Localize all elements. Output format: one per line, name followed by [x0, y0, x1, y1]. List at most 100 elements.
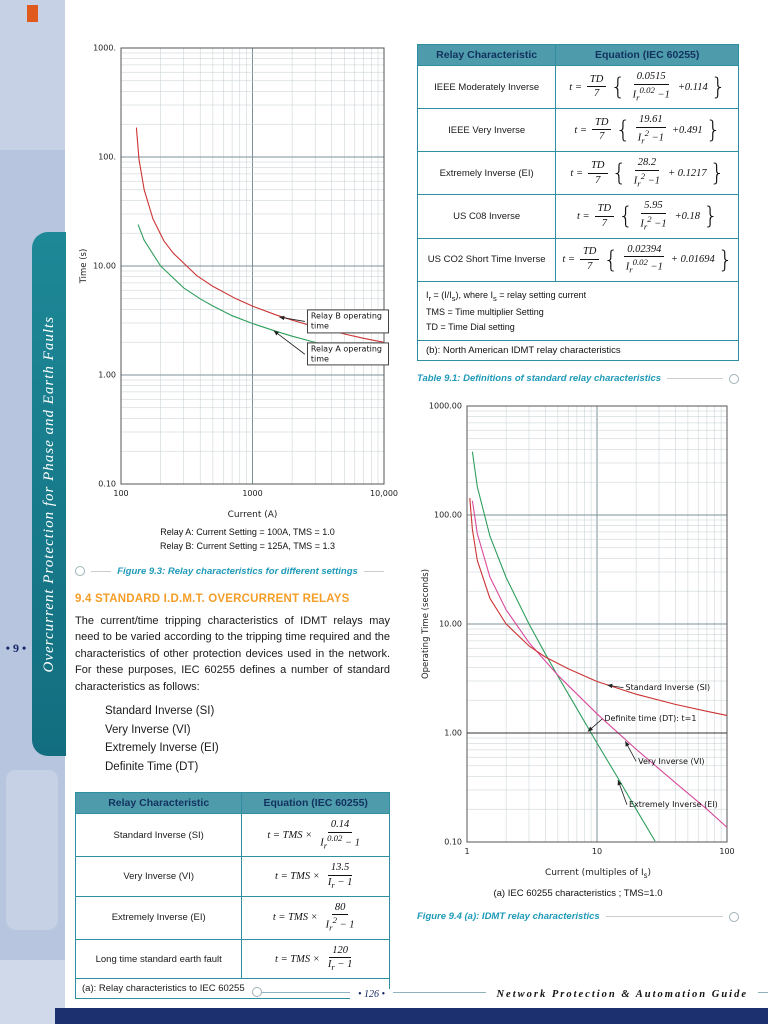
- svg-text:1.00: 1.00: [98, 371, 116, 380]
- figure-9-3-chart: 100 1000 10,000 1000. 100. 10.00 1.00 0.10 Time …: [75, 40, 398, 510]
- equation-part: {: [618, 202, 634, 231]
- right-column: Relay Characteristic Equation (IEC 60255…: [416, 44, 739, 923]
- equation-fraction: 28.2 Ir2 −1: [633, 157, 661, 189]
- svg-text:100.: 100.: [98, 153, 116, 162]
- chart-svg: 100 1000 10,000 1000. 100. 10.00 1.00 0.10 Time …: [79, 44, 398, 499]
- svg-text:1000.: 1000.: [93, 44, 116, 53]
- relay-characteristic-cell: Extremely Inverse (EI): [416, 151, 557, 196]
- caption-ring-icon: [729, 373, 739, 384]
- x-axis-label-current-a: Current (A): [227, 510, 278, 520]
- list-item: Definite Time (DT): [105, 760, 199, 773]
- footer-bar: [55, 1008, 768, 1024]
- decorative-texture: [0, 0, 65, 150]
- equation-fraction: TD 7: [579, 246, 600, 273]
- equation-part: t = TMS ×: [275, 953, 320, 965]
- equation-cell: t = TD 7{19.61 Ir2 −1 +0.491}: [555, 108, 739, 153]
- chart-annotation: Relay B operating time: [306, 309, 389, 334]
- table-row: Very Inverse (VI) t = TMS × 13.5 Ir − 1: [74, 856, 390, 897]
- equation-fraction: 80 Ir2 − 1: [325, 901, 355, 933]
- figure-9-3-legend: Relay A: Current Setting = 100A, TMS = 1…: [75, 526, 390, 554]
- svg-text:10.00: 10.00: [439, 620, 462, 629]
- equation-part: {: [611, 159, 627, 188]
- chart-annotation: Very Inverse (VI): [638, 756, 705, 766]
- equation-part: }: [710, 73, 727, 102]
- table-row: IEEE Moderately Inverse t = TD 7{0.0515 Ir0.…: [416, 64, 739, 110]
- table-row: US C08 Inverse t = TD 7{5.95 Ir2 −1 +0.18}: [416, 194, 739, 239]
- note-line: TMS = Time multiplier Setting: [426, 306, 544, 317]
- iec-60255-table: Relay Characteristic Equation (IEC 60255…: [74, 791, 390, 1000]
- table-row: Standard Inverse (SI) t = TMS × 0.14 Ir0.02…: [74, 812, 390, 858]
- svg-text:0.10: 0.10: [98, 480, 116, 489]
- equation-part: t =: [569, 81, 582, 93]
- chapter-title-vertical: Overcurrent Protection for Phase and Ear…: [40, 315, 57, 673]
- figure-9-3-caption-row: Figure 9.3: Relay characteristics for di…: [75, 566, 390, 577]
- equation-part: }: [703, 202, 719, 231]
- equation: t = TMS × 80 Ir2 − 1: [271, 902, 361, 934]
- equation-part: {: [610, 73, 626, 102]
- caption-line: [91, 570, 112, 572]
- equation-part: t =: [576, 210, 590, 222]
- figure-9-4-caption: Figure 9.4 (a): IDMT relay characteristi…: [417, 911, 600, 923]
- legend-line-relay-a: Relay A: Current Setting = 100A, TMS = 1…: [160, 527, 335, 537]
- relay-characteristic-cell: Long time standard earth fault: [74, 938, 243, 980]
- equation-part: t = TMS ×: [275, 870, 320, 882]
- footer-ring-icon: [252, 987, 262, 997]
- relay-characteristic-cell: Very Inverse (VI): [74, 856, 243, 897]
- caption-line: [667, 378, 723, 380]
- equation-fraction: TD 7: [588, 160, 608, 187]
- list-item: Extremely Inverse (EI): [105, 742, 219, 755]
- equation-fraction: 0.02394 Ir0.02 −1: [624, 243, 665, 275]
- figure-9-3-caption: Figure 9.3: Relay characteristics for di…: [117, 565, 358, 577]
- table-header-row: Relay Characteristic Equation (IEC 60255…: [74, 791, 390, 814]
- relay-characteristic-cell: US CO2 Short Time Inverse: [416, 237, 557, 282]
- caption-line: [605, 916, 723, 918]
- table-header-row: Relay Characteristic Equation (IEC 60255…: [416, 44, 739, 66]
- svg-text:100.00: 100.00: [434, 511, 462, 520]
- chart-svg: 1 10 100 1000.00 100.00 10.00 1.00 0.10 Operatin…: [421, 402, 735, 857]
- figure-9-4-subcaption: (a) IEC 60255 characteristics ; TMS=1.0: [493, 888, 663, 900]
- equation: t = TMS × 13.5 Ir − 1: [273, 862, 358, 891]
- list-item: Standard Inverse (SI): [105, 705, 215, 718]
- equation-part: + 0.01694: [670, 254, 715, 266]
- equation-part: }: [717, 245, 733, 274]
- equation-fraction: 19.61 Ir2 −1: [636, 114, 666, 146]
- table-row: Long time standard earth fault t = TMS × 1…: [74, 938, 390, 980]
- left-column: 100 1000 10,000 1000. 100. 10.00 1.00 0.10 Time …: [74, 40, 398, 1000]
- equation-part: t =: [570, 167, 584, 179]
- section-9-4-paragraph: The current/time tripping characteristic…: [75, 614, 390, 693]
- relay-characteristic-cell: Extremely Inverse (EI): [74, 895, 243, 940]
- book-title: Network Protection & Automation Guide: [486, 989, 758, 1000]
- equation-cell: t = TD 7{0.0515 Ir0.02 −1 +0.114}: [555, 64, 739, 110]
- equation-fraction: TD 7: [594, 203, 615, 230]
- equation-cell: t = TD 7{0.02394 Ir0.02 −1 + 0.01694}: [555, 237, 739, 282]
- orange-corner-mark: [27, 5, 38, 22]
- equation-cell: t = TD 7{28.2 Ir2 −1 + 0.1217}: [555, 151, 739, 196]
- table-row: US CO2 Short Time Inverse t = TD 7{0.02394 I…: [416, 237, 739, 282]
- header-relay-characteristic: Relay Characteristic: [416, 44, 557, 66]
- equation-cell: t = TMS × 120 Ir − 1: [241, 938, 390, 980]
- list-item: Very Inverse (VI): [105, 723, 191, 736]
- caption-ring-icon: [75, 566, 85, 577]
- table-9-1-caption: Table 9.1: Definitions of standard relay…: [417, 373, 662, 385]
- relay-characteristic-cell: Standard Inverse (SI): [74, 812, 243, 858]
- equation: t = TMS × 120 Ir − 1: [273, 945, 358, 974]
- equation: t = TD 7{19.61 Ir2 −1 +0.491}: [572, 114, 722, 146]
- caption-ring-icon: [729, 911, 739, 922]
- note-line: TD = Time Dial setting: [426, 321, 515, 332]
- caption-line: [363, 570, 385, 572]
- equation: t = TD 7{5.95 Ir2 −1 +0.18}: [575, 200, 719, 232]
- equation-part: }: [709, 159, 725, 188]
- table-9-1-caption-row: Table 9.1: Definitions of standard relay…: [417, 373, 739, 384]
- equation-part: +0.491: [671, 124, 703, 136]
- characteristics-list: Standard Inverse (SI) Very Inverse (VI) Ex…: [75, 702, 390, 776]
- relay-characteristic-cell: US C08 Inverse: [416, 194, 557, 239]
- chart-annotation: Standard Inverse (SI): [625, 683, 711, 693]
- svg-text:1: 1: [464, 847, 469, 856]
- equation-cell: t = TMS × 13.5 Ir − 1: [241, 856, 390, 897]
- equation: t = TD 7{0.0515 Ir0.02 −1 +0.114}: [567, 71, 727, 103]
- chart-annotation: Relay A operating time: [306, 342, 389, 366]
- equation-fraction: 0.0515 Ir0.02 −1: [632, 71, 670, 103]
- svg-text:1.00: 1.00: [444, 729, 462, 738]
- equation-part: +0.114: [677, 81, 708, 93]
- svg-text:1000.00: 1000.00: [429, 402, 462, 411]
